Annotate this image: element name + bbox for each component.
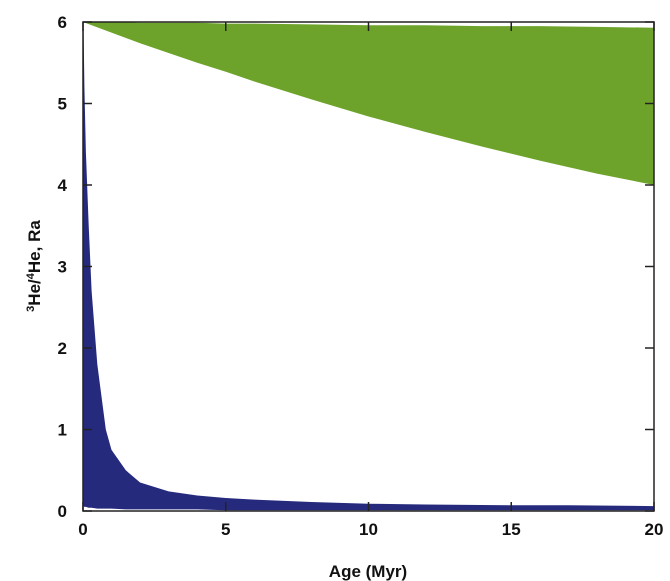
- x-axis-label: Age (Myr): [329, 562, 407, 581]
- y-tick-label-6: 6: [58, 13, 67, 32]
- series-layer: [83, 22, 654, 511]
- y-axis-label-part-1: He/: [25, 279, 44, 306]
- y-tick-label-0: 0: [58, 502, 67, 521]
- y-tick-label-3: 3: [58, 258, 67, 277]
- x-tick-label-10: 10: [359, 520, 378, 539]
- y-axis-label: 3He/4He, Ra: [25, 220, 44, 312]
- x-tick-label-20: 20: [645, 520, 664, 539]
- y-tick-label-5: 5: [58, 95, 67, 114]
- y-tick-label-1: 1: [58, 421, 67, 440]
- y-axis-label-sup-4: 4: [25, 272, 37, 279]
- x-tick-label-0: 0: [78, 520, 87, 539]
- series-band-1: [83, 22, 654, 185]
- y-tick-label-2: 2: [58, 339, 67, 358]
- y-axis-label-part-2: He, Ra: [25, 220, 44, 273]
- y-tick-label-4: 4: [58, 176, 68, 195]
- y-axis-label-sup-3: 3: [25, 306, 37, 312]
- x-tick-label-15: 15: [502, 520, 521, 539]
- x-tick-label-5: 5: [221, 520, 230, 539]
- tick-layer: 0 5 10 15 20 0 1 2 3 4 5 6: [58, 13, 664, 539]
